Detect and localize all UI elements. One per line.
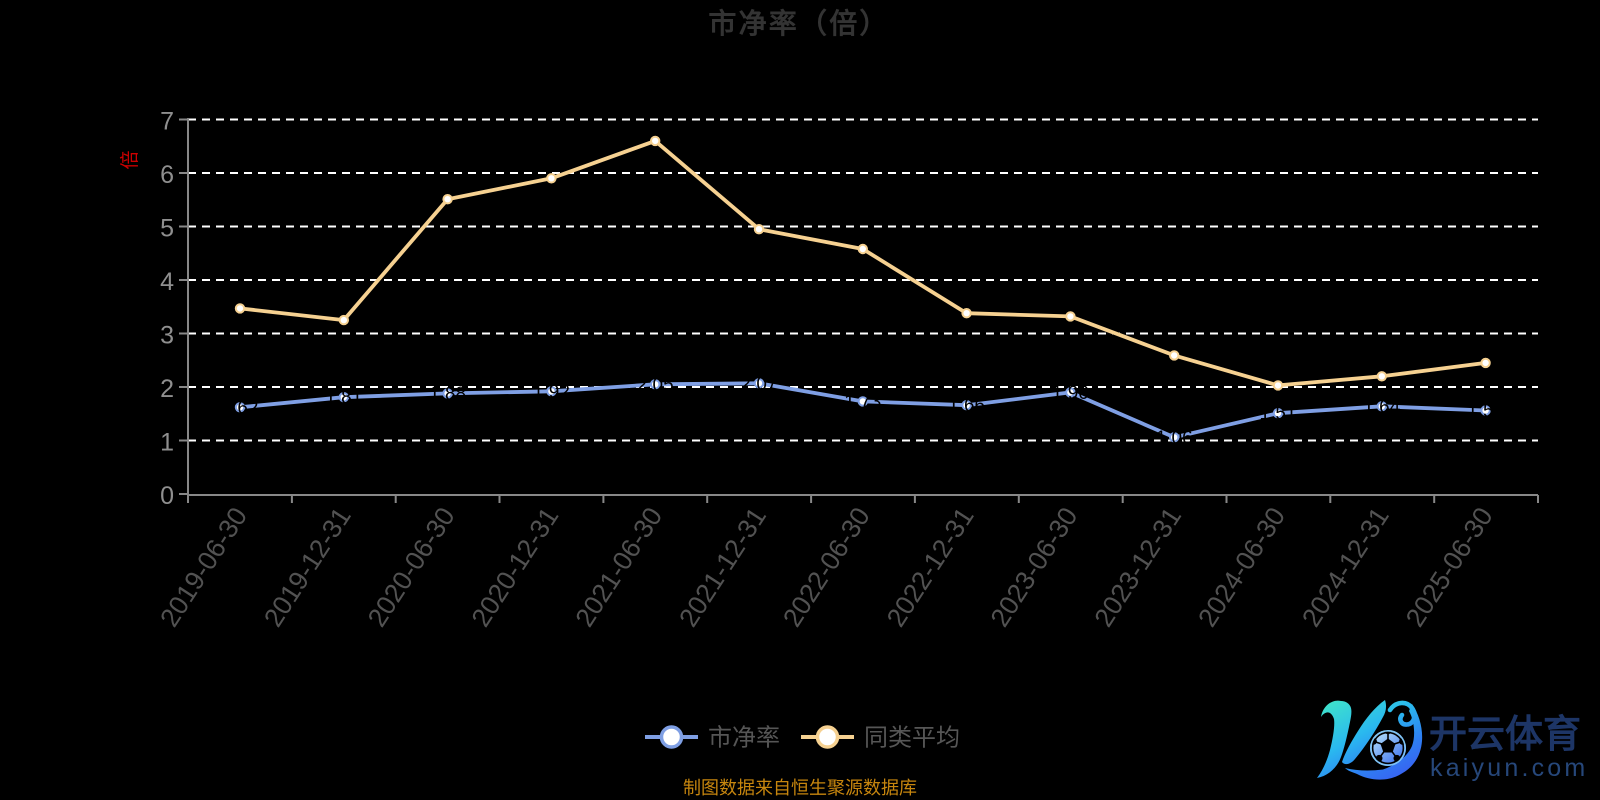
svg-text:1.92: 1.92 (533, 382, 570, 403)
svg-text:市净率: 市净率 (708, 725, 780, 752)
svg-text:2023-06-30: 2023-06-30 (984, 502, 1083, 632)
svg-text:倍: 倍 (119, 150, 141, 169)
svg-text:2022-06-30: 2022-06-30 (777, 502, 876, 632)
svg-text:2024-12-31: 2024-12-31 (1296, 502, 1395, 632)
svg-text:2.07: 2.07 (741, 374, 778, 395)
svg-text:1.81: 1.81 (325, 388, 362, 409)
svg-text:2: 2 (160, 375, 174, 403)
svg-text:5: 5 (160, 215, 174, 243)
svg-text:1: 1 (160, 429, 174, 457)
svg-text:1.90: 1.90 (1052, 383, 1089, 404)
svg-text:0: 0 (160, 482, 174, 510)
svg-text:7: 7 (160, 108, 174, 136)
svg-text:1.88: 1.88 (429, 384, 466, 405)
svg-text:1.51: 1.51 (1260, 404, 1297, 425)
svg-text:6: 6 (160, 161, 174, 189)
svg-text:2025-06-30: 2025-06-30 (1400, 502, 1499, 632)
svg-text:4: 4 (160, 268, 174, 296)
svg-text:开云体育: 开云体育 (1429, 714, 1581, 756)
svg-text:2023-12-31: 2023-12-31 (1088, 502, 1187, 632)
svg-text:2019-06-30: 2019-06-30 (154, 502, 253, 632)
svg-text:2024-06-30: 2024-06-30 (1192, 502, 1291, 632)
svg-text:2021-12-31: 2021-12-31 (673, 502, 772, 632)
svg-text:2022-12-31: 2022-12-31 (881, 502, 980, 632)
svg-text:1.56: 1.56 (1467, 401, 1504, 422)
svg-text:2021-06-30: 2021-06-30 (569, 502, 668, 632)
svg-text:制图数据来自恒生聚源数据库: 制图数据来自恒生聚源数据库 (683, 778, 917, 798)
svg-text:1.62: 1.62 (222, 398, 259, 419)
svg-text:2.05: 2.05 (637, 375, 674, 396)
svg-text:2019-12-31: 2019-12-31 (258, 502, 357, 632)
svg-text:1.64: 1.64 (1363, 397, 1400, 418)
svg-text:kaiyun.com: kaiyun.com (1430, 754, 1588, 782)
svg-text:2020-12-31: 2020-12-31 (465, 502, 564, 632)
svg-text:2020-06-30: 2020-06-30 (362, 502, 461, 632)
svg-text:市净率（倍）: 市净率（倍） (708, 7, 889, 39)
svg-text:1.73: 1.73 (844, 392, 881, 413)
svg-text:1.66: 1.66 (948, 396, 985, 417)
svg-text:同类平均: 同类平均 (864, 725, 960, 752)
svg-text:1.06: 1.06 (1156, 428, 1193, 449)
svg-text:3: 3 (160, 322, 174, 350)
